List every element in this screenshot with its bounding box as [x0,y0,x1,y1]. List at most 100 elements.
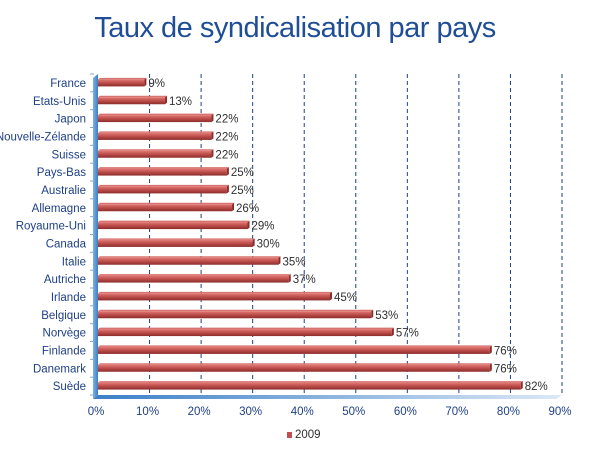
bar-top-face [98,95,168,98]
bar-top-face [98,327,394,330]
category-label: Etats-Unis [33,96,86,108]
data-label: 22% [215,114,238,126]
category-label: Royaume-Uni [16,221,86,233]
bar [98,97,166,105]
bar-end-cap [278,256,281,265]
category-label: Italie [62,256,86,268]
bar-top-face [98,220,250,223]
x-tick-label: 70% [445,406,468,418]
bar-end-cap [226,184,229,194]
bar-end-cap [232,202,235,212]
bar [98,222,248,230]
bar [98,168,227,176]
bar [98,204,233,212]
x-tick-label: 30% [239,406,262,418]
bar-top-face [98,238,255,240]
bar-top-face [98,167,229,169]
category-label: Danemark [33,363,86,375]
data-label: 57% [396,328,419,340]
data-label: 37% [293,274,316,286]
bar-top-face [98,113,214,116]
category-label: Suisse [51,149,86,161]
data-label: 25% [231,167,254,179]
bar-top-face [98,149,214,151]
bar [98,275,289,283]
bar-top-face [98,202,235,205]
data-label: 29% [252,221,275,233]
x-tick-label: 0% [88,406,105,418]
category-label: Suède [53,381,86,393]
data-label: 9% [148,78,165,90]
bar [98,364,490,372]
category-label: Allemagne [32,203,86,215]
category-label: Nouvelle-Zélande [0,131,86,143]
x-tick-label: 20% [188,406,211,418]
bar-top-face [98,381,523,383]
category-label: Autriche [44,274,86,286]
data-label: 35% [282,256,305,268]
bar-end-cap [247,220,250,230]
x-tick-label: 10% [136,406,159,418]
bar-end-cap [211,113,214,123]
bar [98,311,372,319]
bar-end-cap [211,131,214,140]
bar-end-cap [489,363,492,372]
category-label: Pays-Bas [37,167,86,179]
category-label: Canada [46,238,87,250]
category-label: Japon [55,114,86,126]
bar [98,239,253,247]
category-label: Australie [41,185,86,197]
data-label: 30% [257,238,280,250]
bar-top-face [98,131,214,133]
bar [98,186,227,194]
bar-top-face [98,184,229,187]
bar [98,382,521,390]
bar-end-cap [252,238,255,247]
bar-end-cap [288,274,291,283]
bar-end-cap [391,327,394,337]
bar-top-face [98,291,332,294]
data-label: 25% [231,185,254,197]
bar-end-cap [165,95,168,105]
x-tick-label: 90% [548,406,571,418]
bar-end-cap [144,77,147,87]
axis-wall [93,74,98,399]
legend-label: 2009 [295,429,321,441]
bar [98,257,279,265]
grid-lines [149,74,563,395]
legend: 2009 [287,429,321,441]
bar-end-cap [211,149,214,158]
axis-floor [93,395,562,399]
chart-title: Taux de syndicalisation par pays [94,12,496,44]
data-label: 13% [169,96,192,108]
bar-top-face [98,274,291,276]
category-label: Belgique [41,310,86,322]
bar-end-cap [489,345,492,354]
bar [98,293,330,301]
bars [98,77,523,390]
data-label: 76% [494,345,517,357]
bar-end-cap [330,291,332,301]
legend-swatch [287,432,292,438]
bar [98,150,212,158]
x-tick-label: 50% [342,406,365,418]
data-label: 53% [375,310,398,322]
bar-top-face [98,309,374,312]
category-label: Irlande [51,292,86,304]
bar [98,329,392,337]
bar [98,79,145,87]
x-tick-label: 60% [394,406,417,418]
data-label: 22% [215,149,238,161]
axes [90,73,562,399]
data-label: 22% [215,131,238,143]
data-label: 26% [236,203,259,215]
x-tick-label: 80% [497,406,520,418]
data-label: 45% [334,292,357,304]
bar-top-face [98,256,281,258]
category-label: Norvège [43,328,86,340]
bar [98,132,212,140]
category-label: Finlande [42,345,86,357]
bar-top-face [98,77,147,80]
data-label: 82% [525,381,548,393]
